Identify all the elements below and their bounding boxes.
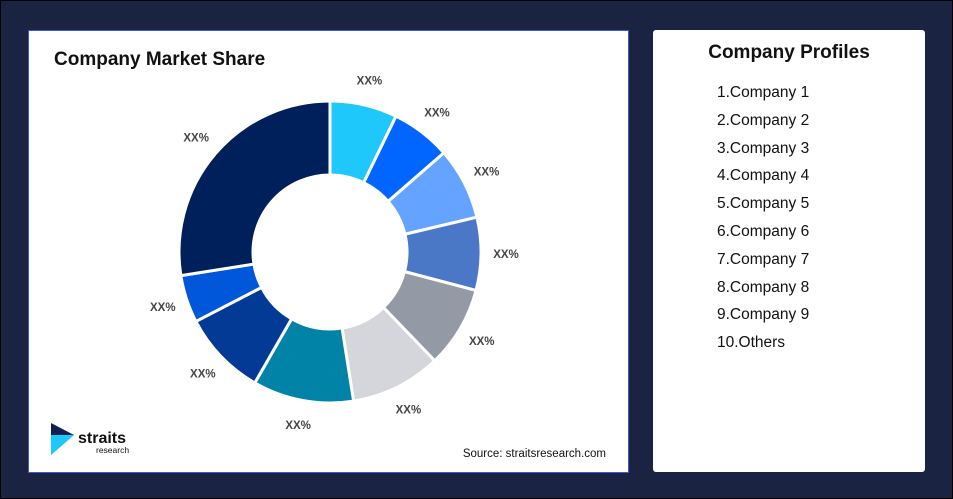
profile-item: 8.Company 8 [717,278,810,296]
donut-slice-10 [177,99,332,278]
profile-item: 10.Others [717,334,786,352]
data-label: XX% [424,107,450,119]
svg-text:research: research [96,445,129,455]
data-label: XX% [357,75,383,87]
profile-item: 6.Company 6 [717,222,810,240]
data-label: XX% [150,302,176,314]
profile-item: 3.Company 3 [717,139,810,157]
profile-item: 2.Company 2 [717,111,810,129]
data-label: XX% [190,369,216,381]
data-label: XX% [474,167,500,179]
data-label: XX% [285,420,311,432]
data-label: XX% [469,336,495,348]
company-profiles-card: Company Profiles 1.Company 1 2.Company 2… [653,30,925,472]
svg-text:straits: straits [78,430,126,447]
chart-title: Company Market Share [54,49,266,70]
donut-chart: XX% XX% XX% XX% XX% XX% XX% XX% XX% XX% [150,75,519,432]
profiles-title: Company Profiles [708,42,870,63]
data-label: XX% [183,133,209,145]
profile-item: 5.Company 5 [717,195,810,213]
profile-item: 9.Company 9 [717,306,810,324]
profile-item: 7.Company 7 [717,250,810,268]
data-label: XX% [396,405,422,417]
logo-mark-icon: straits research [51,423,129,455]
profiles-list: 1.Company 1 2.Company 2 3.Company 3 4.Co… [717,83,809,361]
market-share-card: Company Market Share XX% XX% XX% XX% XX% XX% X… [28,30,629,473]
straits-logo: straits research [49,423,139,462]
profile-item: 1.Company 1 [717,84,810,101]
source-text: Source: straitsresearch.com [462,448,606,460]
profile-item: 4.Company 4 [717,167,810,185]
data-label: XX% [493,249,519,261]
